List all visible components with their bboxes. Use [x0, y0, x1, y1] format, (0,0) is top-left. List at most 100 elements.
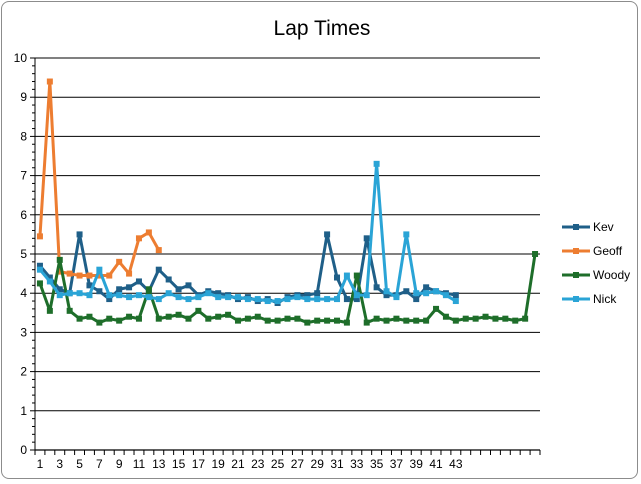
- data-point: [36, 266, 43, 273]
- data-point: [373, 284, 380, 291]
- y-tick-label: 0: [20, 443, 27, 457]
- data-point: [442, 313, 449, 320]
- legend-swatch-marker: [573, 248, 579, 254]
- data-point: [135, 235, 142, 242]
- data-point: [304, 296, 311, 303]
- x-tick-label: 39: [410, 457, 424, 471]
- data-point: [472, 315, 479, 322]
- data-point: [274, 317, 281, 324]
- data-point: [413, 290, 420, 297]
- data-point: [512, 317, 519, 324]
- data-point: [334, 296, 341, 303]
- data-point: [254, 296, 261, 303]
- data-point: [145, 229, 152, 236]
- data-point: [215, 290, 222, 297]
- y-tick-label: 3: [20, 325, 27, 339]
- data-point: [185, 315, 192, 322]
- data-point: [343, 272, 350, 279]
- legend: Kev Geoff Woody Nick: [562, 220, 630, 306]
- data-point: [36, 233, 43, 240]
- y-tick-label: 6: [20, 208, 27, 222]
- data-point: [304, 292, 311, 299]
- data-point: [403, 231, 410, 238]
- data-point: [106, 272, 113, 279]
- data-point: [86, 292, 93, 299]
- data-point: [145, 294, 152, 301]
- series-line: [38, 162, 457, 303]
- legend-item: Woody: [562, 268, 630, 282]
- data-point: [334, 317, 341, 324]
- x-tick-label: 27: [291, 457, 305, 471]
- data-point: [215, 294, 222, 301]
- x-tick-label: 11: [133, 457, 146, 471]
- data-point: [284, 315, 291, 322]
- data-point: [46, 274, 53, 281]
- x-tick-label: 19: [212, 457, 226, 471]
- data-point: [284, 296, 291, 303]
- chart-title: Lap Times: [274, 17, 371, 40]
- data-point: [106, 292, 113, 299]
- data-point: [116, 258, 123, 265]
- data-point: [106, 315, 113, 322]
- series-lines: [36, 78, 539, 326]
- data-point: [155, 247, 162, 254]
- data-point: [46, 78, 53, 85]
- x-tick-label: 5: [76, 457, 83, 471]
- data-point: [126, 270, 133, 277]
- data-point: [36, 262, 43, 269]
- data-point: [423, 284, 430, 291]
- legend-swatch-marker: [573, 296, 579, 302]
- x-tick-label: 35: [370, 457, 384, 471]
- data-point: [452, 298, 459, 305]
- data-point: [234, 317, 241, 324]
- y-tick-label: 10: [14, 51, 28, 65]
- data-point: [452, 317, 459, 324]
- data-point: [46, 278, 53, 285]
- series-line: [38, 80, 161, 278]
- legend-swatch-marker: [573, 224, 579, 230]
- data-point: [76, 315, 83, 322]
- data-point: [274, 298, 281, 305]
- legend-item: Geoff: [562, 244, 623, 258]
- data-point: [532, 251, 539, 257]
- data-point: [403, 317, 410, 324]
- data-point: [244, 296, 251, 303]
- data-point: [96, 272, 103, 279]
- data-point: [413, 317, 420, 324]
- data-point: [314, 290, 321, 297]
- data-point: [175, 311, 182, 318]
- legend-label: Nick: [593, 292, 617, 306]
- data-point: [383, 292, 390, 299]
- data-point: [442, 292, 449, 299]
- data-point: [86, 282, 93, 289]
- data-point: [294, 294, 301, 301]
- data-point: [96, 319, 103, 326]
- data-point: [56, 256, 63, 263]
- data-point: [492, 315, 499, 322]
- data-point: [56, 292, 63, 299]
- data-point: [264, 298, 271, 305]
- data-point: [135, 292, 142, 299]
- data-point: [383, 288, 390, 295]
- data-point: [195, 307, 202, 314]
- data-point: [195, 294, 202, 301]
- data-point: [244, 315, 251, 322]
- data-point: [116, 292, 123, 299]
- data-point: [175, 294, 182, 301]
- data-point: [234, 294, 241, 301]
- data-point: [56, 286, 63, 293]
- data-point: [304, 319, 311, 326]
- data-point: [96, 266, 103, 273]
- data-point: [215, 313, 222, 320]
- data-point: [145, 286, 152, 293]
- legend-item: Kev: [562, 220, 614, 234]
- x-tick-label: 15: [172, 457, 186, 471]
- data-point: [502, 315, 509, 322]
- gridlines: [35, 57, 540, 412]
- y-tick-label: 9: [20, 90, 27, 104]
- x-tick-label: 21: [231, 457, 245, 471]
- data-point: [343, 319, 350, 326]
